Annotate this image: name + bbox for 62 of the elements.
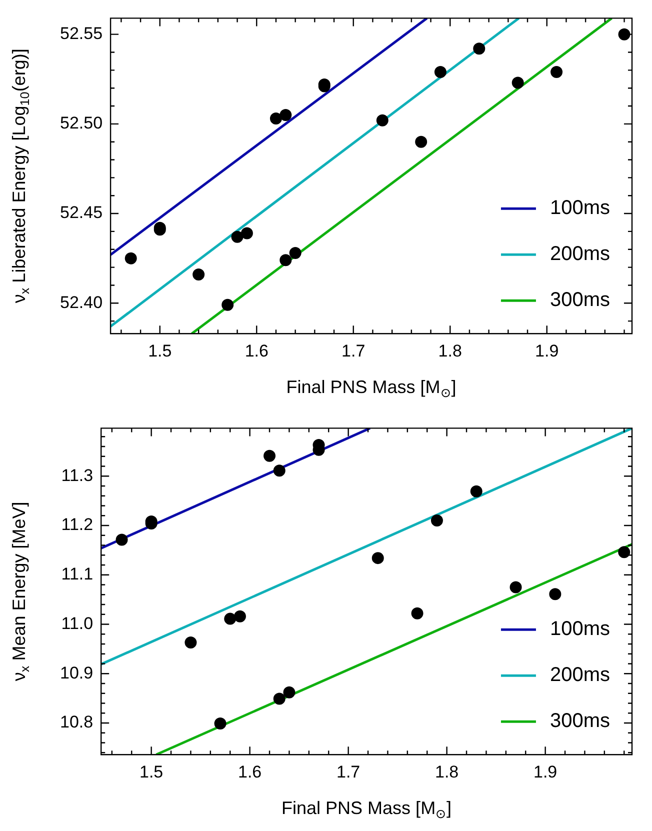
- point: [273, 464, 286, 477]
- x-tick-label: 1.6: [238, 762, 262, 782]
- x-tick-label: 1.9: [534, 762, 558, 782]
- x-tick-label: 1.5: [148, 341, 172, 360]
- y-tick-label: 11.2: [61, 515, 94, 534]
- y-tick-label: 52.55: [60, 24, 103, 44]
- point: [214, 717, 226, 730]
- legend-label: 200ms: [550, 243, 610, 266]
- point: [222, 298, 234, 311]
- y-tick-label: 52.50: [60, 114, 103, 133]
- y-tick-label: 11.0: [61, 614, 94, 633]
- point: [124, 252, 137, 264]
- point: [512, 76, 524, 89]
- y-axis-title: νx Mean Energy [MeV]: [8, 502, 32, 682]
- y-axis-title: νx Liberated Energy [Log10(erg)]: [8, 48, 32, 304]
- point: [411, 607, 424, 620]
- point: [184, 636, 197, 649]
- point: [415, 136, 428, 148]
- point: [430, 514, 443, 527]
- point: [280, 108, 292, 121]
- point: [231, 230, 244, 243]
- legend-label: 200ms: [550, 664, 610, 686]
- x-tick-label: 1.7: [336, 762, 360, 782]
- point: [434, 66, 446, 78]
- point: [240, 227, 253, 240]
- legend-label: 300ms: [550, 710, 610, 732]
- legend-label: 300ms: [550, 289, 610, 312]
- x-axis-title: Final PNS Mass [M⊙]: [286, 376, 456, 400]
- x-tick-label: 1.5: [140, 762, 164, 782]
- y-tick-label: 10.9: [60, 663, 94, 682]
- point: [264, 450, 276, 462]
- x-tick-label: 1.9: [535, 341, 559, 360]
- point: [372, 552, 384, 564]
- x-tick-label: 1.7: [342, 341, 366, 360]
- point: [289, 246, 302, 259]
- point: [618, 546, 630, 558]
- y-tick-label: 11.1: [61, 564, 94, 584]
- legend-label: 100ms: [550, 197, 610, 220]
- point: [234, 610, 246, 622]
- point: [470, 485, 482, 498]
- y-tick-label: 10.8: [60, 712, 94, 732]
- point: [376, 114, 388, 126]
- point: [283, 686, 296, 698]
- y-tick-label: 11.3: [61, 466, 94, 485]
- y-tick-label: 52.45: [60, 203, 103, 222]
- y-tick-label: 52.40: [60, 292, 103, 312]
- legend-label: 100ms: [550, 618, 610, 640]
- x-axis-title: Final PNS Mass [M⊙]: [282, 798, 452, 821]
- point: [280, 254, 292, 266]
- point: [510, 581, 522, 594]
- point: [549, 588, 562, 600]
- point: [550, 66, 563, 78]
- point: [224, 612, 236, 625]
- point: [618, 28, 630, 40]
- point: [270, 112, 282, 125]
- x-tick-label: 1.8: [438, 341, 462, 360]
- point: [273, 692, 286, 705]
- x-tick-label: 1.8: [435, 762, 459, 782]
- point: [473, 42, 486, 55]
- point: [192, 268, 205, 280]
- point: [116, 534, 128, 546]
- x-tick-label: 1.6: [244, 341, 268, 360]
